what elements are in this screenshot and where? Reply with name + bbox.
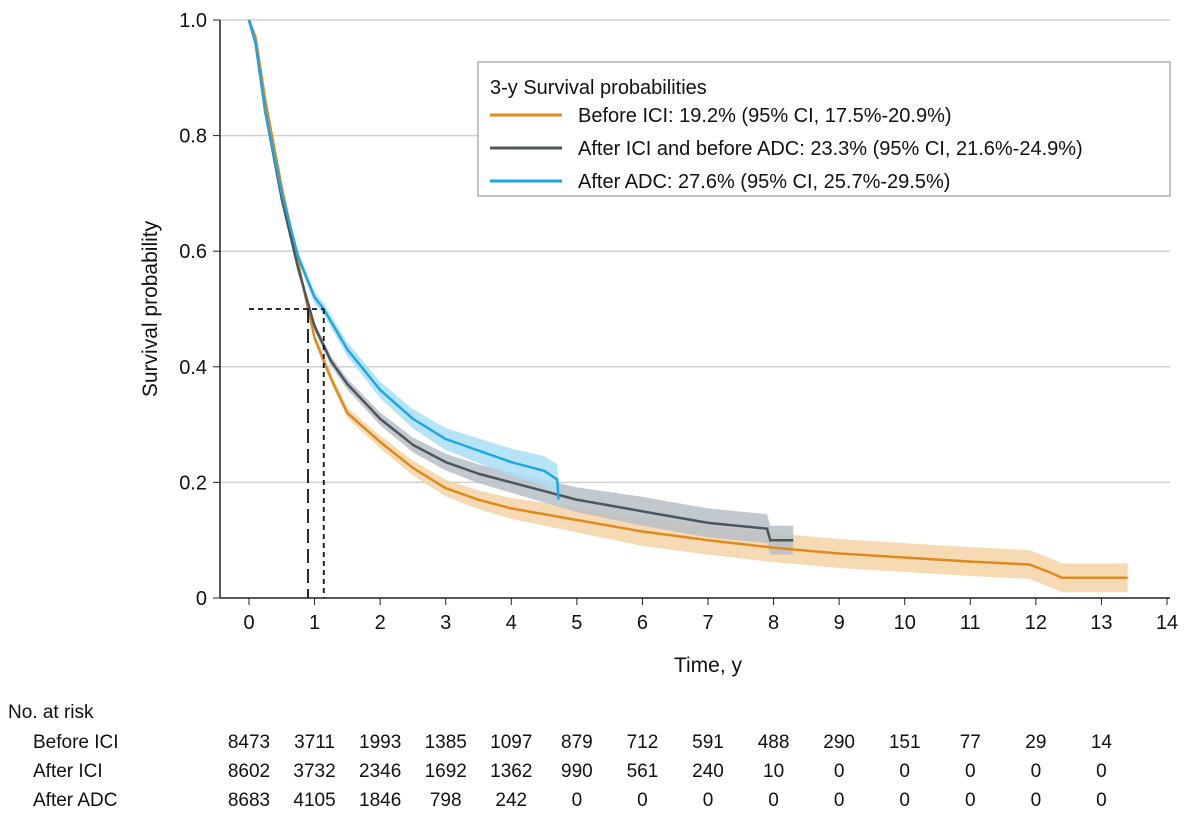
risk-value: 290: [823, 732, 855, 753]
risk-value: 1846: [359, 790, 401, 811]
risk-row-label: Before ICI: [33, 732, 119, 753]
legend-entry: After ICI and before ADC: 23.3% (95% CI,…: [578, 138, 1083, 160]
survival-curve: [247, 19, 794, 542]
risk-value: 2346: [359, 761, 401, 782]
x-tick-label: 8: [768, 612, 779, 634]
survival-curve: [247, 19, 560, 500]
risk-value: 0: [1096, 761, 1107, 782]
y-tick-label: 0.8: [179, 126, 207, 148]
risk-value: 29: [1025, 732, 1046, 753]
risk-value: 1692: [425, 761, 467, 782]
risk-value: 0: [572, 790, 583, 811]
x-axis-label: Time, y: [674, 654, 743, 677]
x-tick-label: 3: [440, 612, 451, 634]
x-tick-label: 0: [243, 612, 254, 634]
risk-value: 8473: [228, 732, 270, 753]
x-tick-label: 11: [960, 612, 981, 634]
risk-value: 990: [561, 761, 593, 782]
risk-value: 8683: [228, 790, 270, 811]
risk-value: 1993: [359, 732, 401, 753]
x-tick-label: 2: [375, 612, 386, 634]
y-tick-label: 0.6: [179, 241, 207, 263]
legend-entry: After ADC: 27.6% (95% CI, 25.7%-29.5%): [578, 171, 950, 193]
risk-value: 712: [627, 732, 659, 753]
risk-value: 8602: [228, 761, 270, 782]
risk-value: 0: [899, 790, 910, 811]
legend: 3-y Survival probabilities Before ICI: 1…: [477, 61, 1171, 197]
risk-value: 151: [889, 732, 921, 753]
risk-value: 0: [703, 790, 714, 811]
legend-entry: Before ICI: 19.2% (95% CI, 17.5%-20.9%): [578, 105, 952, 127]
risk-value: 798: [430, 790, 462, 811]
risk-value: 242: [495, 790, 527, 811]
y-tick-label: 0.2: [179, 472, 207, 494]
risk-value: 10: [763, 761, 784, 782]
risk-value: 0: [768, 790, 779, 811]
x-tick-label: 4: [506, 612, 517, 634]
risk-value: 591: [692, 732, 724, 753]
risk-value: 0: [1096, 790, 1107, 811]
risk-row-label: After ADC: [33, 790, 117, 811]
y-tick-label: 0: [196, 588, 207, 610]
x-tick-label: 5: [571, 612, 582, 634]
risk-value: 0: [965, 790, 976, 811]
risk-value: 1362: [490, 761, 532, 782]
risk-value: 77: [960, 732, 981, 753]
risk-value: 0: [899, 761, 910, 782]
y-axis-label: Survival probability: [139, 220, 162, 397]
risk-value: 561: [627, 761, 659, 782]
risk-value: 3711: [294, 732, 335, 753]
risk-value: 0: [965, 761, 976, 782]
risk-value: 14: [1091, 732, 1113, 753]
x-tick-label: 12: [1025, 612, 1047, 634]
x-tick-label: 1: [309, 612, 320, 634]
risk-table-title: No. at risk: [8, 702, 94, 723]
ci-band: [249, 20, 794, 555]
x-tick-label: 9: [834, 612, 845, 634]
risk-value: 0: [1031, 761, 1042, 782]
risk-value: 0: [637, 790, 648, 811]
y-tick-label: 0.4: [179, 357, 207, 379]
x-tick-label: 6: [637, 612, 648, 634]
x-tick-label: 14: [1156, 612, 1178, 634]
x-tick-label: 13: [1090, 612, 1112, 634]
x-tick-label: 7: [702, 612, 713, 634]
risk-value: 488: [758, 732, 790, 753]
risk-value: 0: [834, 761, 845, 782]
risk-row-label: After ICI: [33, 761, 103, 782]
risk-value: 4105: [293, 790, 335, 811]
risk-value: 0: [1031, 790, 1042, 811]
legend-title: 3-y Survival probabilities: [490, 77, 707, 99]
risk-value: 3732: [293, 761, 335, 782]
y-tick-label: 1.0: [179, 10, 207, 32]
risk-value: 1385: [425, 732, 467, 753]
x-tick-label: 10: [894, 612, 916, 634]
risk-value: 240: [692, 761, 724, 782]
risk-value: 879: [561, 732, 593, 753]
risk-value: 1097: [490, 732, 532, 753]
risk-value: 0: [834, 790, 845, 811]
